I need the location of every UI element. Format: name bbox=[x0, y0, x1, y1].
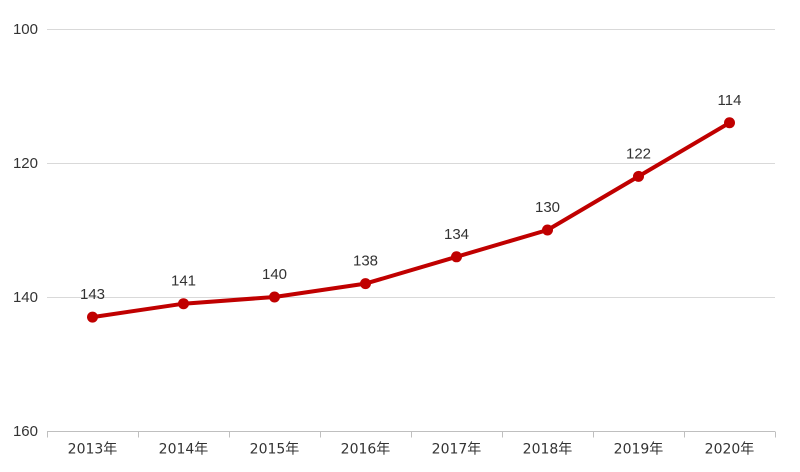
x-tick-label: 2013年 bbox=[68, 442, 118, 458]
x-tick-label: 2020年 bbox=[705, 442, 755, 458]
gridlines bbox=[47, 29, 775, 298]
x-tick-label: 2017年 bbox=[432, 442, 482, 458]
data-point bbox=[633, 170, 644, 182]
data-point bbox=[451, 251, 462, 263]
x-tick-label: 2018年 bbox=[523, 442, 573, 458]
data-label: 134 bbox=[444, 226, 469, 243]
y-tick-label: 140 bbox=[13, 289, 38, 306]
x-tick-label: 2019年 bbox=[614, 442, 664, 458]
data-label: 140 bbox=[262, 266, 287, 283]
data-label: 138 bbox=[353, 253, 378, 270]
x-axis-tick-labels: 2013年 2014年 2015年 2016年 2017年 2018年 2019年 2020年 bbox=[68, 442, 755, 458]
data-point bbox=[269, 291, 280, 303]
x-tick-label: 2014年 bbox=[159, 442, 209, 458]
y-axis-tick-labels: 100 120 140 160 bbox=[13, 21, 38, 440]
data-label: 141 bbox=[171, 273, 196, 290]
x-tick-label: 2015年 bbox=[250, 442, 300, 458]
data-point bbox=[178, 298, 189, 310]
data-point bbox=[87, 311, 98, 323]
data-labels: 143 141 140 138 134 130 122 114 bbox=[80, 92, 741, 303]
data-label: 114 bbox=[718, 92, 742, 109]
data-point bbox=[360, 278, 371, 290]
data-label: 130 bbox=[535, 199, 560, 216]
series-line-group bbox=[90, 120, 732, 320]
y-tick-label: 160 bbox=[13, 423, 38, 440]
data-points bbox=[87, 117, 735, 323]
series-line bbox=[90, 120, 732, 320]
data-label: 122 bbox=[626, 145, 651, 162]
x-axis bbox=[47, 431, 776, 438]
y-tick-label: 120 bbox=[13, 155, 38, 172]
data-point bbox=[724, 117, 735, 129]
y-tick-label: 100 bbox=[13, 21, 38, 38]
data-label: 143 bbox=[80, 286, 105, 303]
x-tick-label: 2016年 bbox=[341, 442, 391, 458]
data-point bbox=[542, 224, 553, 236]
